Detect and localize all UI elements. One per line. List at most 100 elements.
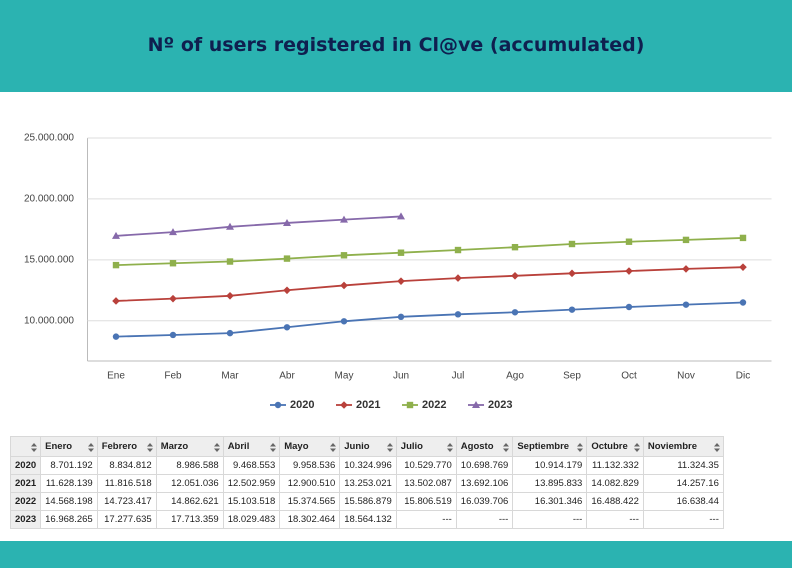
row-label: 2020 — [10, 456, 42, 475]
cell: 15.806.519 — [395, 492, 457, 511]
sort-icon[interactable] — [330, 443, 337, 452]
cell: 14.862.621 — [155, 492, 224, 511]
y-tick-label: 25.000.000 — [24, 133, 74, 144]
chart: 10.000.000 15.000.000 20.000.000 25.000.000… — [24, 133, 772, 411]
sort-icon[interactable] — [87, 443, 94, 452]
marker — [283, 324, 291, 331]
cell: 10.914.179 — [512, 456, 588, 475]
marker — [112, 231, 120, 239]
legend-label: 2022 — [422, 399, 446, 411]
series-line — [115, 266, 744, 302]
header-cell: Agosto — [455, 436, 514, 457]
sort-icon[interactable] — [503, 443, 510, 452]
cell: 14.257.16 — [642, 474, 724, 493]
marker — [226, 329, 234, 337]
marker — [169, 331, 177, 339]
sort-icon[interactable] — [31, 443, 38, 452]
legend-label: 2020 — [290, 399, 314, 411]
marker — [226, 258, 234, 265]
marker — [274, 401, 282, 409]
cell: 11.324.35 — [642, 456, 724, 475]
header-text: Marzo — [160, 441, 189, 452]
marker — [340, 215, 348, 223]
series-line — [115, 237, 744, 267]
x-tick-label: Jun — [393, 371, 409, 382]
cell: 14.082.829 — [586, 474, 644, 493]
marker — [397, 313, 405, 321]
sort-icon[interactable] — [577, 443, 584, 452]
header-text: Abril — [227, 441, 250, 452]
cell: 18.302.464 — [279, 510, 341, 529]
footer — [0, 541, 792, 568]
marker — [112, 297, 120, 305]
cell: 9.468.553 — [222, 456, 281, 475]
table-row: 2021 11.628.139 11.816.518 12.051.036 12.502… — [10, 474, 724, 493]
cell: 14.723.417 — [96, 492, 157, 511]
marker — [625, 238, 633, 245]
header-cell: Septiembre — [512, 436, 588, 457]
x-tick-label: Ago — [506, 371, 524, 382]
header-text: Febrero — [101, 441, 138, 452]
sort-icon[interactable] — [713, 443, 720, 452]
marker — [568, 240, 576, 248]
marker — [739, 234, 747, 242]
legend-item: 2021 — [336, 399, 380, 411]
row-label: 2021 — [10, 474, 42, 493]
cell: 10.698.769 — [455, 456, 514, 475]
header-text: Agosto — [460, 441, 494, 452]
marker — [511, 243, 519, 251]
marker — [397, 249, 405, 256]
marker — [169, 294, 177, 303]
x-tick-label: Nov — [677, 371, 695, 382]
cell: 13.895.833 — [512, 474, 588, 493]
sort-icon[interactable] — [633, 443, 640, 452]
x-tick-label: Dic — [736, 371, 750, 382]
marker — [112, 261, 120, 269]
cell: 8.986.588 — [155, 456, 224, 475]
cell: --- — [512, 510, 588, 529]
x-tick-label: Ene — [107, 371, 125, 382]
header-text: Junio — [344, 441, 370, 452]
cell: 15.374.565 — [279, 492, 341, 511]
header-row: Enero Febrero Marzo Abril Mayo Junio Julio Agos… — [10, 436, 724, 457]
header-text: Noviembre — [647, 441, 697, 452]
cell: 18.029.483 — [222, 510, 281, 529]
cell: 10.529.770 — [395, 456, 457, 475]
sort-icon[interactable] — [446, 443, 453, 452]
marker — [340, 252, 348, 259]
cell: 11.132.332 — [586, 456, 644, 475]
legend-label: 2021 — [356, 399, 380, 411]
header-text: Octubre — [591, 441, 628, 452]
series-line — [115, 215, 402, 237]
cell: 17.713.359 — [155, 510, 224, 529]
header-cell: Mayo — [279, 436, 341, 457]
sort-icon[interactable] — [213, 443, 220, 452]
x-tick-label: May — [335, 371, 354, 382]
marker — [568, 269, 576, 278]
marker — [397, 277, 405, 285]
table-wrap: Enero Febrero Marzo Abril Mayo Junio Julio Agos… — [10, 436, 792, 529]
marker — [511, 271, 519, 280]
header-cell — [10, 436, 42, 457]
marker — [454, 311, 462, 318]
title: Nº of users registered in Cl@ve (accumul… — [147, 34, 645, 56]
cell: --- — [642, 510, 724, 529]
table-row: 2020 8.701.192 8.834.812 8.986.588 9.468.553… — [10, 456, 724, 475]
marker — [625, 303, 633, 311]
table-row: 2022 14.568.198 14.723.417 14.862.621 15.103… — [10, 492, 724, 511]
marker — [283, 218, 291, 226]
x-tick-label: Sep — [563, 371, 581, 382]
cell: --- — [395, 510, 457, 529]
sort-icon[interactable] — [386, 443, 393, 452]
sort-icon[interactable] — [146, 443, 153, 452]
marker — [112, 333, 120, 340]
marker — [454, 246, 462, 254]
marker — [406, 401, 414, 409]
marker — [283, 286, 291, 295]
marker — [454, 274, 462, 282]
header-text: Julio — [400, 441, 423, 452]
header-cell: Noviembre — [642, 436, 724, 457]
marker — [472, 401, 480, 408]
marker — [568, 306, 576, 313]
sort-icon[interactable] — [270, 443, 277, 452]
